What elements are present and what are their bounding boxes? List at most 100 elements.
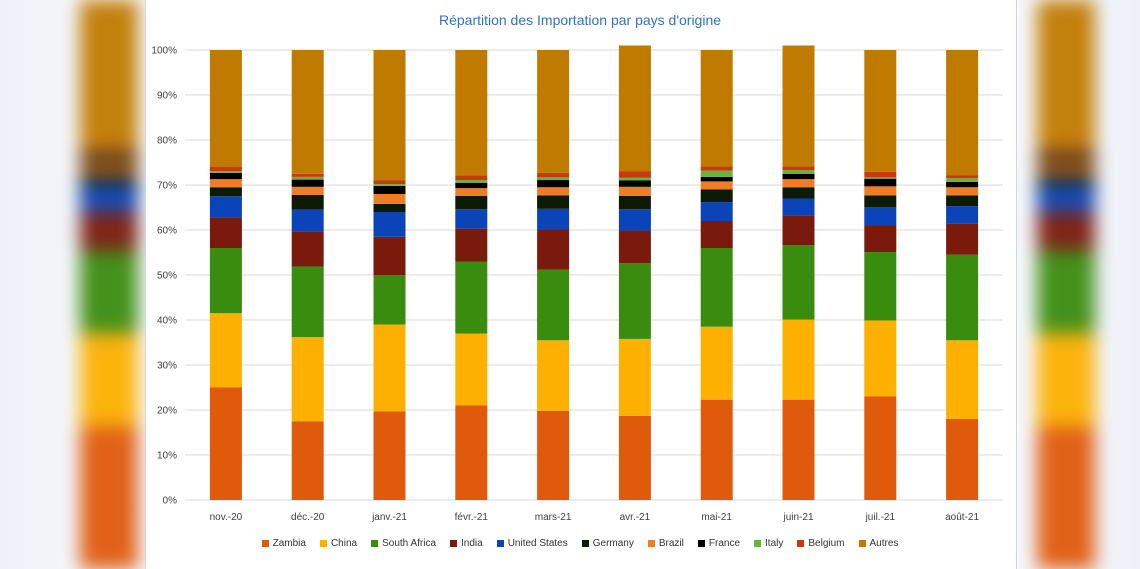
legend-label: France	[708, 538, 741, 549]
bar-segment-zambia	[618, 415, 651, 500]
legend-label: China	[330, 538, 358, 549]
y-tick-label: 100%	[151, 46, 177, 57]
bar-segment-italy	[537, 177, 570, 181]
bar-segment-united-states	[946, 206, 979, 224]
legend-swatch	[496, 540, 504, 547]
legend-item: Belgium	[797, 538, 845, 549]
bar-segment-south-africa	[537, 269, 570, 341]
bar-segment-china	[946, 340, 979, 419]
bar-segment-france	[864, 178, 897, 187]
bar-segment-belgium	[209, 167, 242, 172]
bar-segment-united-states	[291, 209, 324, 232]
bar-segment-belgium	[946, 175, 979, 179]
legend-item: Zambia	[261, 538, 306, 549]
bar-segment-france	[209, 172, 242, 180]
bar-segment-united-states	[782, 198, 815, 216]
bar-segment-france	[455, 182, 488, 189]
legend-swatch	[581, 540, 589, 547]
bar-segment-brazil	[782, 179, 815, 188]
legend-label: United States	[507, 538, 568, 549]
bar-segment-zambia	[373, 411, 406, 500]
bar-segment-china	[455, 333, 488, 406]
legend-item: India	[450, 538, 483, 549]
legend-label: Italy	[765, 538, 784, 549]
bar-segment-south-africa	[700, 248, 733, 327]
bar-segment-autres	[782, 45, 815, 167]
bar-segment-china	[618, 338, 651, 416]
bar-segment-italy	[864, 177, 897, 179]
bar-segment-united-states	[209, 196, 242, 218]
bar-segment-zambia	[864, 396, 897, 500]
bar-segment-south-africa	[455, 261, 488, 334]
bar-segment-south-africa	[946, 254, 979, 341]
bar-segment-italy	[782, 170, 815, 174]
bar-segment-brazil	[291, 186, 324, 195]
bar-segment-china	[209, 313, 242, 388]
bar-segment-india	[291, 231, 324, 267]
bar-segment-france	[782, 173, 815, 180]
y-tick-label: 50%	[157, 271, 177, 282]
legend-item: Autres	[858, 538, 898, 549]
bar-segment-brazil	[373, 194, 406, 204]
x-axis-ticks: nov.-20 déc.-20 janv.-21 févr.-21 mars-21 avr…	[210, 512, 980, 523]
bar-segment-germany	[373, 203, 406, 212]
bar-segment-france	[946, 181, 979, 188]
y-tick-label: 40%	[157, 316, 177, 327]
bar-segment-france	[618, 180, 651, 187]
bar-segment-india	[864, 225, 897, 253]
bar-segment-belgium	[864, 171, 897, 178]
bar-segment-zambia	[700, 399, 733, 500]
bar-segment-china	[864, 320, 897, 397]
bar-segment-zambia	[946, 419, 979, 500]
bar-segment-germany	[291, 194, 324, 210]
bar-segment-brazil	[209, 179, 242, 188]
bar-segment-united-states	[373, 212, 406, 237]
bar-segment-italy	[946, 178, 979, 182]
x-tick-label: mars-21	[535, 512, 572, 523]
bar-segment-autres	[455, 50, 488, 176]
bar-segment-zambia	[291, 421, 324, 500]
bar-segment-autres	[537, 50, 570, 173]
bar-segment-united-states	[455, 209, 488, 229]
legend-swatch	[319, 540, 327, 547]
legend-label: Brazil	[658, 538, 684, 549]
chart-title: Répartition des Importation par pays d'o…	[438, 12, 722, 28]
bar-segment-brazil	[700, 181, 733, 190]
legend-swatch	[697, 540, 705, 547]
bar-segment-united-states	[864, 207, 897, 226]
y-tick-label: 0%	[163, 496, 178, 507]
bar-segment-france	[373, 185, 406, 194]
bar-segment-brazil	[864, 186, 897, 196]
bar-segment-india	[373, 236, 406, 275]
bar-segment-autres	[209, 50, 242, 167]
bar-segment-south-africa	[864, 252, 897, 321]
bar-segment-belgium	[782, 166, 815, 171]
bar-segment-zambia	[209, 387, 242, 500]
x-tick-label: juin-21	[782, 512, 813, 523]
bar-segment-china	[700, 326, 733, 400]
chart-legend: Zambia China South Africa India United State…	[145, 538, 1015, 549]
x-tick-label: juil.-21	[865, 512, 896, 523]
legend-item: United States	[496, 538, 568, 549]
bar-segment-zambia	[537, 410, 570, 500]
legend-item: Italy	[754, 538, 783, 549]
legend-label: India	[461, 538, 483, 549]
bar-segment-united-states	[700, 202, 733, 221]
bar-segment-belgium	[373, 180, 406, 185]
bar-segment-united-states	[618, 209, 651, 231]
bar-segment-germany	[700, 189, 733, 203]
y-tick-label: 60%	[157, 226, 177, 237]
bar-segment-brazil	[618, 186, 651, 196]
bar-segment-autres	[700, 50, 733, 167]
bar-segment-china	[291, 337, 324, 422]
y-tick-label: 80%	[157, 136, 177, 147]
bar-segment-india	[782, 215, 815, 246]
right-blurred-bar	[1037, 0, 1095, 569]
left-blurred-bar	[80, 0, 138, 569]
bar-segment-germany	[782, 187, 815, 199]
legend-swatch	[647, 540, 655, 547]
bar-segment-italy	[373, 184, 406, 186]
bar-segment-south-africa	[618, 263, 651, 339]
bars	[209, 45, 979, 500]
x-tick-label: août-21	[945, 512, 979, 523]
